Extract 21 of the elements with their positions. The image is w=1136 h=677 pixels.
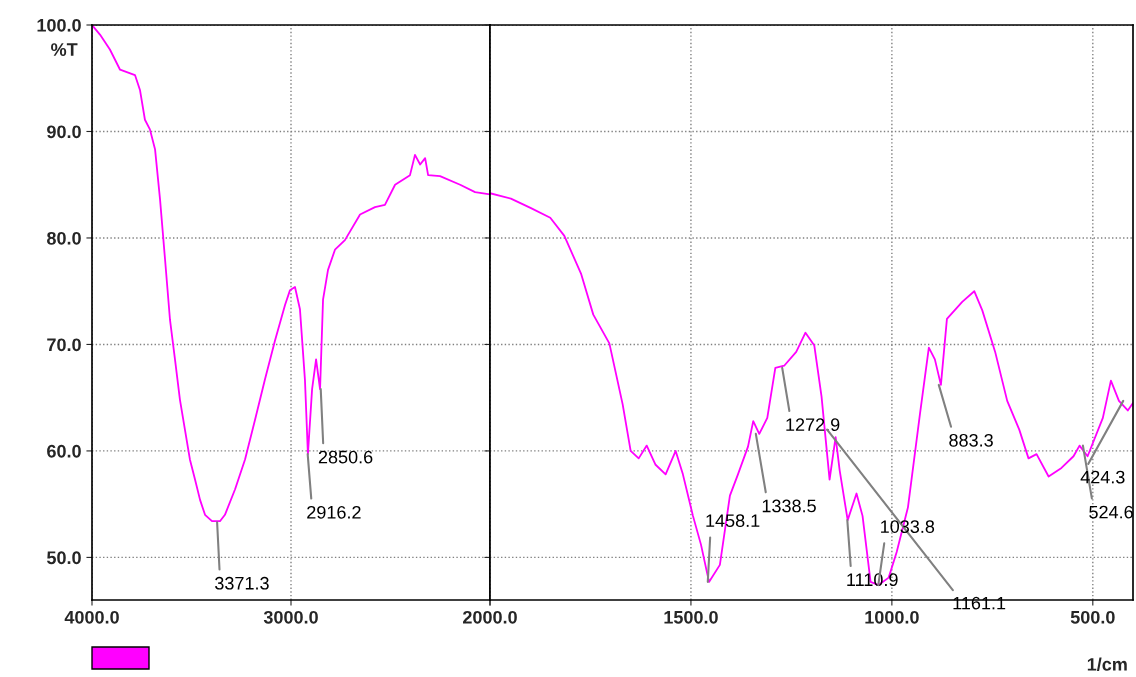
annotation: 2850.6 [318, 450, 373, 464]
y-tick-label: 100.0 [37, 18, 81, 32]
x-tick-label: 1000.0 [865, 610, 919, 624]
x-tick-label: 1500.0 [664, 610, 718, 624]
x-tick-label: 2000.0 [463, 610, 517, 624]
y-axis-title: %T [51, 43, 78, 56]
x-axis-title: 1/cm [1087, 657, 1127, 671]
y-tick-label: 80.0 [47, 231, 81, 245]
annotation: 1338.5 [762, 499, 816, 513]
y-tick-label: 70.0 [47, 338, 81, 352]
annotation: 1033.8 [881, 520, 935, 533]
annotation: 883.3 [949, 433, 993, 447]
x-tick-label: 3000.0 [263, 610, 318, 624]
annotation: 3371.3 [215, 576, 269, 590]
y-tick-label: 90.0 [47, 125, 81, 139]
annotation: 424.3 [1080, 470, 1125, 484]
x-tick-label: 4000.0 [64, 610, 119, 624]
annotation: 2916.2 [307, 505, 361, 519]
y-tick-label: 60.0 [47, 444, 81, 458]
y-tick-label: 50.0 [47, 551, 81, 565]
x-tick-label: 500.0 [1070, 610, 1115, 624]
